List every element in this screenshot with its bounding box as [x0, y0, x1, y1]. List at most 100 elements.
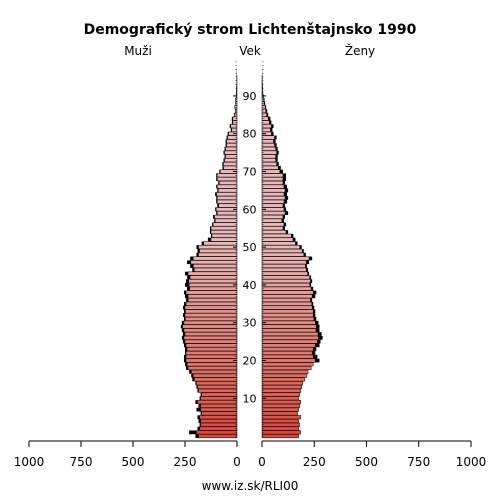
female-bar	[262, 174, 283, 177]
male-excess-bar	[202, 241, 204, 245]
female-bar	[262, 279, 310, 282]
age-tick-label: 60	[243, 203, 257, 216]
male-excess-bar	[208, 238, 211, 242]
female-bar	[262, 230, 286, 233]
age-tick-label: 90	[243, 90, 257, 103]
male-bar	[201, 397, 237, 400]
male-bar	[226, 147, 237, 150]
male-bar	[199, 434, 237, 437]
female-bar	[262, 302, 312, 305]
female-bar	[262, 434, 299, 437]
female-bar	[262, 219, 282, 222]
female-bar	[262, 136, 275, 139]
female-bar	[262, 378, 305, 381]
age-tick-label: 50	[243, 241, 257, 254]
male-bar	[188, 272, 237, 275]
female-excess-bar	[283, 226, 285, 230]
female-excess-bar	[313, 355, 317, 359]
chart-title: Demografický strom Lichtenštajnsko 1990	[84, 22, 417, 38]
male-bar	[201, 419, 237, 422]
female-excess-bar	[304, 253, 306, 257]
male-bar	[217, 211, 237, 214]
female-x-tick-label: 1000	[456, 455, 487, 469]
female-excess-bar	[282, 219, 284, 223]
female-bar	[262, 351, 312, 354]
female-excess-bar	[284, 223, 286, 227]
male-bar	[185, 340, 237, 343]
male-excess-bar	[182, 328, 184, 332]
female-excess-bar	[309, 257, 312, 261]
female-bar	[262, 329, 316, 332]
female-bar	[262, 393, 300, 396]
female-excess-bar	[273, 139, 275, 143]
female-excess-bar	[284, 192, 287, 196]
male-excess-bar	[196, 408, 200, 412]
female-bar	[262, 397, 299, 400]
female-bar	[262, 151, 277, 154]
male-bar	[215, 219, 237, 222]
male-excess-bar	[183, 340, 185, 344]
female-bar	[262, 400, 301, 403]
female-x-tick-label: 0	[258, 455, 266, 469]
male-bar	[194, 268, 237, 271]
female-excess-bar	[284, 185, 287, 189]
female-bar	[262, 363, 313, 366]
age-tick-label: 40	[243, 279, 257, 292]
male-bar	[193, 374, 237, 377]
female-x-tick-label: 500	[355, 455, 378, 469]
female-bar	[262, 431, 301, 434]
female-bar	[262, 189, 285, 192]
male-bar	[188, 295, 237, 298]
female-bar	[262, 185, 284, 188]
female-bar	[262, 298, 310, 301]
male-bar	[227, 140, 237, 143]
female-excess-bar	[278, 166, 281, 170]
female-excess-bar	[276, 155, 278, 159]
male-bar	[191, 370, 237, 373]
male-bar	[186, 359, 237, 362]
male-excess-bar	[182, 336, 184, 340]
female-excess-bar	[276, 147, 278, 151]
male-bar	[201, 408, 237, 411]
male-excess-bar	[183, 313, 185, 317]
male-x-tick-label: 1000	[14, 455, 45, 469]
male-bar	[189, 279, 237, 282]
female-excess-bar	[277, 162, 279, 166]
male-x-tick-label: 0	[233, 455, 241, 469]
female-excess-bar	[293, 238, 296, 242]
female-excess-bar	[300, 245, 302, 249]
center-axis-label: Vek	[239, 44, 261, 58]
female-bar	[262, 317, 314, 320]
male-bar	[219, 204, 237, 207]
male-bar	[201, 404, 237, 407]
female-bar	[262, 166, 278, 169]
male-bar	[185, 310, 237, 313]
female-bar	[262, 257, 309, 260]
male-bar	[185, 313, 237, 316]
male-excess-bar	[190, 264, 193, 268]
male-bar	[193, 264, 237, 267]
female-bar	[262, 344, 315, 347]
left-panel-label: Muži	[124, 44, 152, 58]
male-bar	[197, 400, 237, 403]
male-excess-bar	[184, 291, 186, 295]
male-excess-bar	[184, 344, 186, 348]
male-excess-bar	[187, 275, 190, 279]
female-bar	[262, 313, 313, 316]
female-bar	[262, 143, 275, 146]
male-excess-bar	[185, 362, 187, 366]
source-label: www.iz.sk/RLI00	[202, 479, 299, 493]
male-x-tick-label: 500	[122, 455, 145, 469]
male-bar	[185, 317, 237, 320]
male-excess-bar	[197, 415, 199, 419]
female-bar	[262, 374, 307, 377]
male-bar	[200, 427, 237, 430]
female-bar	[262, 147, 276, 150]
male-excess-bar	[186, 366, 188, 370]
male-bar	[225, 151, 237, 154]
female-bar	[262, 415, 301, 418]
right-panel-label: Ženy	[345, 43, 375, 58]
female-excess-bar	[271, 124, 273, 128]
female-excess-bar	[267, 113, 269, 117]
